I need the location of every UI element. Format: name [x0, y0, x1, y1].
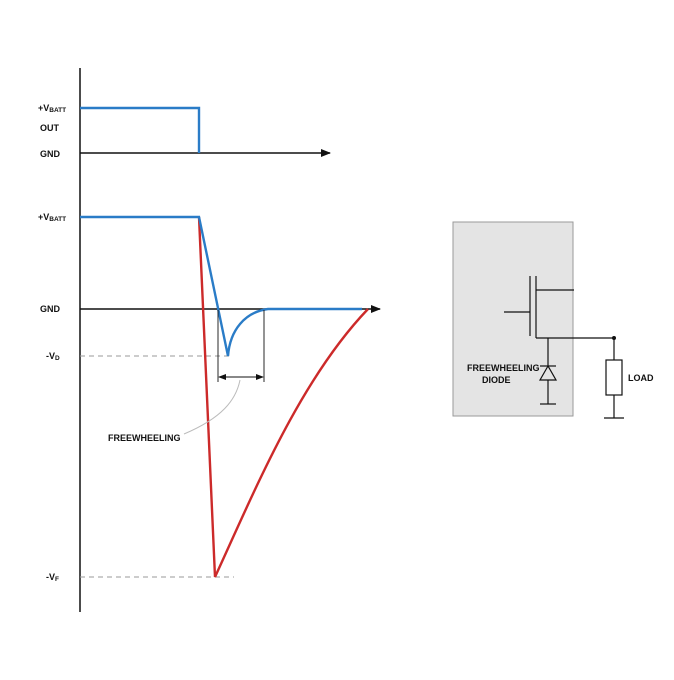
label-load: LOAD — [628, 373, 654, 383]
out-signal-trace — [80, 106, 201, 153]
circuit-schematic: FREEWHEELING DIODE LOAD — [452, 221, 654, 419]
blue-voltage-trace — [80, 215, 362, 357]
label-gnd-out: GND — [40, 149, 61, 159]
label-freewheeling-diode-line2: DIODE — [482, 375, 511, 385]
label-gnd: GND — [40, 304, 61, 314]
freewheeling-leader-line — [183, 379, 241, 435]
label-vbatt-out: +VBATT — [38, 103, 66, 114]
ic-box — [452, 221, 574, 417]
label-vd: -VD — [46, 351, 60, 362]
resistor-symbol — [605, 359, 623, 396]
label-vbatt: +VBATT — [38, 212, 66, 223]
label-freewheeling: FREEWHEELING — [108, 433, 181, 443]
red-voltage-trace — [197, 216, 369, 578]
label-out: OUT — [40, 123, 60, 133]
label-vf: -VF — [46, 572, 59, 583]
label-freewheeling-diode-line1: FREEWHEELING — [467, 363, 540, 373]
